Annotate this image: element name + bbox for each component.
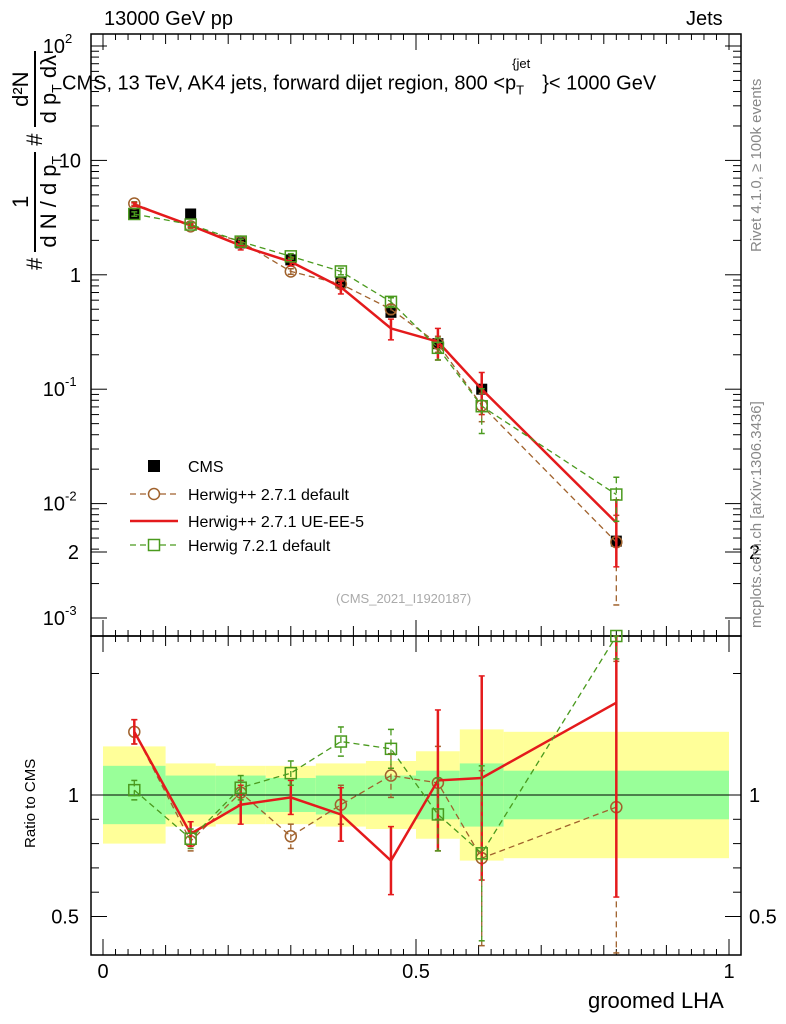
ratio-tick-label-l: 2 [68, 542, 79, 564]
plot-title: CMS, 13 TeV, AK4 jets, forward dijet reg… [62, 56, 657, 98]
x-tick-label: 0.5 [402, 961, 430, 983]
mcplots-label: mcplots.cern.ch [arXiv:1306.3436] [748, 401, 765, 628]
y-tick-label: 10 [43, 608, 65, 630]
legend-marker-square [147, 538, 161, 552]
main-point-square [384, 295, 398, 309]
main-point-square [334, 265, 348, 278]
y-tick-label: 10 [43, 494, 65, 516]
main-point-square [610, 488, 623, 501]
ratio-tick-label-r: 2 [749, 542, 760, 564]
y-title-one: 1 [8, 151, 36, 252]
main-point-square [284, 250, 298, 263]
y-title-d2n: d²N [8, 50, 36, 128]
y-title-hash2: # [22, 133, 48, 146]
y-title-dn: d N / d p [36, 164, 61, 248]
ratio-line-dashed-circle [133, 731, 617, 859]
legend-marker-cms [148, 460, 160, 472]
y-tick-label-exp: -1 [65, 374, 77, 389]
y-title-hash: # [22, 257, 48, 270]
main-point-square [184, 218, 197, 231]
ratio-axis-title: Ratio to CMS [22, 758, 39, 848]
ratio-point-square [284, 766, 298, 780]
header-energy: 13000 GeV pp [104, 8, 233, 30]
y-title-dpt: d p [36, 92, 61, 124]
main-point-square [475, 399, 488, 413]
x-tick-label: 0 [97, 961, 108, 983]
ratio-point-square [475, 847, 488, 860]
ratio-point-square [234, 781, 247, 794]
y-title-t1: T [48, 155, 65, 165]
ratio-point-square [184, 832, 197, 845]
rivet-version-label: Rivet 4.1.0, ≥ 100k events [748, 78, 765, 252]
ratio-point-square [128, 783, 141, 797]
cms-data-point [185, 208, 197, 220]
ratio-point-circle [384, 769, 398, 782]
y-tick-label: 10 [43, 36, 65, 58]
y-tick-label-exp: -3 [65, 603, 77, 618]
legend-label: CMS [188, 459, 224, 476]
plot-title-sup: {jet [512, 56, 531, 71]
y-title-frac2: d²N d pT dλ [8, 50, 65, 128]
main-point-square [234, 235, 247, 248]
main-point-square [431, 341, 445, 355]
ratio-point-square [610, 629, 623, 643]
header-category: Jets [686, 8, 723, 30]
ratio-tick-label-r: 0.5 [749, 907, 777, 929]
cms-data-point [385, 306, 397, 318]
ratio-point-square [334, 735, 348, 748]
y-tick-label-exp: -2 [65, 489, 77, 504]
y-tick-label: 10 [43, 379, 65, 401]
legend-label: Herwig++ 2.7.1 default [188, 487, 350, 504]
plot-title-tail: }< 1000 GeV [542, 72, 657, 95]
legend-label: Herwig 7.2.1 default [188, 538, 331, 555]
x-tick-label: 1 [723, 961, 734, 983]
legend-label: Herwig++ 2.7.1 UE-EE-5 [188, 514, 364, 531]
y-tick-label: 10 [59, 150, 81, 172]
y-tick-label-exp: 2 [65, 31, 72, 46]
legend-marker-circle [147, 487, 161, 501]
x-axis-title: groomed LHA [588, 988, 724, 1013]
ratio-point-square [384, 742, 398, 756]
plot-title-main: CMS, 13 TeV, AK4 jets, forward dijet reg… [62, 72, 517, 95]
y-tick-label: 1 [70, 265, 81, 287]
plot-title-sub: T [516, 82, 525, 98]
y-title-t2: T [48, 84, 65, 93]
y-title-dlambda: dλ [36, 54, 61, 79]
ratio-tick-label-l: 1 [68, 785, 79, 807]
ratio-point-circle [284, 830, 298, 843]
ratio-tick-label-l: 0.5 [51, 907, 79, 929]
ratio-point-square [431, 808, 445, 821]
ratio-tick-label-r: 1 [749, 785, 760, 807]
main-point-square [128, 207, 141, 221]
analysis-watermark: (CMS_2021_I1920187) [336, 591, 472, 606]
